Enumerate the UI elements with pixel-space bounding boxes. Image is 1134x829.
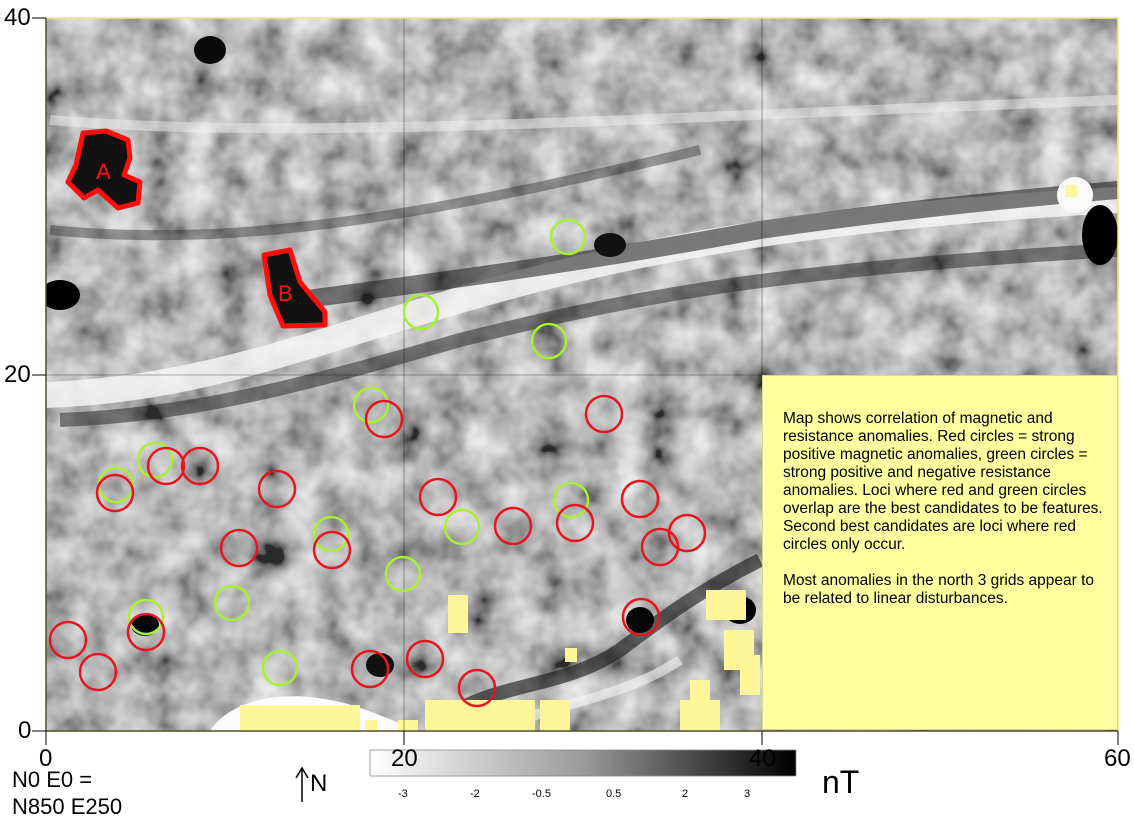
green-circle	[136, 441, 174, 479]
scale-tick: -2	[470, 788, 480, 800]
red-circle	[493, 506, 533, 546]
green-circle	[402, 293, 440, 331]
red-circle	[620, 479, 660, 519]
green-circles	[97, 218, 590, 687]
green-circle	[261, 649, 299, 687]
red-circle	[418, 477, 458, 517]
green-circle	[443, 508, 481, 546]
red-circle	[219, 528, 259, 568]
x-axis-label-20: 20	[391, 745, 418, 772]
red-circle	[95, 473, 135, 513]
legend-box: Map shows correlation of magnetic and re…	[762, 375, 1118, 730]
red-circle	[457, 668, 497, 708]
red-circle	[312, 530, 352, 570]
color-scale-bar	[369, 749, 797, 777]
scale-tick: -3	[398, 788, 408, 800]
magnetic-raster	[46, 18, 1118, 731]
green-circle	[312, 515, 350, 553]
red-circle	[584, 394, 624, 434]
y-axis-label-0: 0	[18, 717, 32, 744]
red-circle	[78, 652, 118, 692]
red-circle	[405, 639, 445, 679]
x-axis-label-40: 40	[749, 745, 776, 772]
green-circle	[530, 322, 568, 360]
feature-label-b: B	[278, 281, 293, 306]
green-circle	[352, 386, 390, 424]
datum-line-2: N850 E250	[12, 794, 123, 819]
feature-label-a: A	[96, 159, 111, 184]
unit-label: nT	[822, 764, 860, 800]
red-circle	[350, 649, 390, 689]
green-circle	[384, 555, 422, 593]
y-axis-label-40: 40	[4, 4, 31, 31]
green-circle	[552, 481, 590, 519]
x-axis-label-60: 60	[1104, 745, 1131, 772]
red-circle	[667, 513, 707, 553]
red-circle	[126, 612, 166, 652]
y-axis-label-20: 20	[4, 361, 31, 388]
green-circle	[127, 598, 165, 636]
grid-lines	[46, 18, 763, 731]
feature-polygon-b	[261, 247, 328, 329]
red-circle	[364, 399, 404, 439]
feature-polygon-a	[65, 128, 143, 211]
scale-tick: 3	[744, 788, 751, 800]
green-circle	[213, 584, 251, 622]
red-circle	[48, 620, 88, 660]
scale-tick: 2	[682, 788, 689, 800]
legend-paragraph-1: Map shows correlation of magnetic and re…	[783, 410, 1103, 553]
red-circle	[621, 597, 661, 637]
red-circle	[257, 469, 297, 509]
red-circle	[555, 503, 595, 543]
axis-ticks	[32, 17, 1119, 745]
red-circle	[180, 446, 220, 486]
scale-tick: -0.5	[532, 788, 551, 800]
north-label: N	[310, 770, 328, 797]
sand-patches	[240, 185, 1077, 731]
red-circles	[48, 394, 707, 708]
scale-tick: 0.5	[606, 788, 622, 800]
red-circle	[640, 527, 680, 567]
north-arrow-icon	[295, 766, 309, 802]
red-circle	[146, 446, 186, 486]
legend-paragraph-2: Most anomalies in the north 3 grids appe…	[783, 572, 1095, 607]
green-circle	[549, 218, 587, 256]
x-axis-label-0: 0	[39, 745, 53, 772]
datum-line-1: N0 E0 =	[12, 767, 93, 792]
datum-note: N0 E0 = N850 E250	[12, 766, 122, 820]
